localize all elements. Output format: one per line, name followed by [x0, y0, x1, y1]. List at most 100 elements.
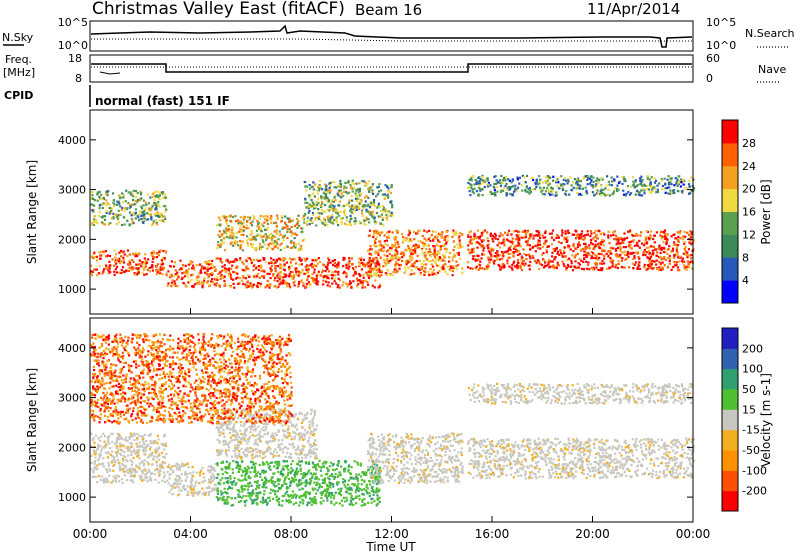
- velocity-cell: [134, 451, 137, 454]
- velocity-cell: [264, 455, 267, 458]
- power-cell: [425, 239, 428, 242]
- power-cell: [334, 211, 338, 214]
- power-cell: [320, 195, 323, 198]
- power-cell: [481, 252, 484, 256]
- power-cell: [121, 192, 124, 195]
- power-cell: [483, 229, 486, 232]
- velocity-cell: [90, 468, 93, 471]
- velocity-cell: [116, 458, 120, 461]
- power-cell: [658, 182, 661, 185]
- power-cell: [328, 215, 331, 218]
- velocity-cell: [163, 481, 167, 484]
- velocity-cell: [115, 439, 118, 443]
- power-cell: [669, 181, 672, 184]
- power-cell: [658, 266, 661, 269]
- power-cell: [656, 251, 659, 254]
- velocity-cell: [198, 482, 201, 485]
- velocity-cell: [148, 455, 151, 458]
- power-cell: [417, 267, 420, 271]
- power-cell: [105, 191, 108, 194]
- power-cell: [510, 181, 513, 184]
- cpid-mode: normal (fast) 151 IF: [95, 94, 230, 108]
- power-cell: [306, 223, 309, 226]
- power-cell: [541, 193, 544, 196]
- power-cell: [317, 273, 320, 276]
- power-cell: [223, 267, 227, 270]
- power-cell: [115, 262, 118, 265]
- power-cell: [423, 229, 426, 232]
- power-cell: [636, 241, 639, 244]
- power-cell: [304, 201, 307, 204]
- power-colorbar-tick: 20: [742, 183, 756, 196]
- power-cell: [507, 186, 510, 189]
- power-cell: [676, 231, 679, 234]
- power-cell: [116, 259, 119, 262]
- power-cell: [506, 188, 509, 191]
- power-cell: [455, 230, 458, 233]
- power-cell: [398, 264, 401, 267]
- power-cell: [127, 191, 130, 194]
- power-cell: [225, 236, 229, 239]
- power-cell: [476, 240, 479, 244]
- power-cell: [497, 181, 500, 184]
- power-cell: [173, 261, 176, 264]
- power-cell: [331, 271, 334, 274]
- power-cell: [370, 202, 373, 205]
- power-cell: [662, 240, 665, 243]
- velocity-cell: [242, 417, 246, 420]
- power-cell: [164, 196, 168, 199]
- power-cell: [597, 244, 600, 247]
- power-cell: [684, 235, 687, 238]
- power-cell: [105, 193, 108, 196]
- power-cell: [324, 204, 327, 207]
- power-cell: [665, 241, 668, 244]
- power-cell: [93, 251, 96, 254]
- power-cell: [416, 247, 419, 250]
- power-cell: [494, 175, 497, 178]
- power-cell: [589, 230, 593, 233]
- power-cell: [365, 184, 368, 187]
- power-cell: [210, 274, 213, 277]
- power-cell: [545, 240, 548, 243]
- power-cell: [634, 179, 637, 182]
- velocity-cell: [104, 446, 107, 449]
- power-cell: [262, 269, 265, 272]
- power-cell: [97, 272, 100, 275]
- velocity-cell: [119, 467, 122, 471]
- power-cell: [382, 246, 385, 249]
- power-cell: [493, 182, 496, 185]
- power-cell: [656, 184, 659, 187]
- power-cell: [219, 257, 222, 260]
- power-cell: [368, 221, 371, 224]
- power-cell: [600, 177, 603, 180]
- power-cell: [618, 237, 621, 240]
- power-cell: [368, 272, 371, 275]
- velocity-cell: [142, 435, 145, 438]
- power-cell: [308, 264, 311, 267]
- power-cell: [230, 277, 233, 280]
- power-cell: [295, 270, 298, 273]
- power-cell: [120, 208, 123, 211]
- power-cell: [286, 228, 289, 231]
- power-cell: [458, 239, 461, 242]
- power-cell: [527, 264, 530, 267]
- power-cell: [477, 268, 480, 271]
- power-cell: [326, 191, 329, 194]
- power-cell: [162, 204, 165, 208]
- velocity-cell: [164, 461, 167, 464]
- power-cell: [300, 248, 303, 251]
- power-cell: [141, 207, 144, 210]
- velocity-cell: [190, 491, 193, 494]
- power-cell: [268, 283, 271, 286]
- power-cell: [477, 263, 480, 266]
- power-cell: [345, 186, 348, 189]
- power-cell: [535, 229, 538, 233]
- power-cell: [184, 284, 187, 287]
- power-cell: [378, 265, 381, 268]
- velocity-cell: [133, 474, 136, 477]
- power-cell: [289, 261, 292, 264]
- power-cell: [620, 266, 623, 269]
- velocity-cell: [150, 442, 153, 445]
- power-cell: [588, 268, 591, 271]
- power-cell: [264, 233, 267, 236]
